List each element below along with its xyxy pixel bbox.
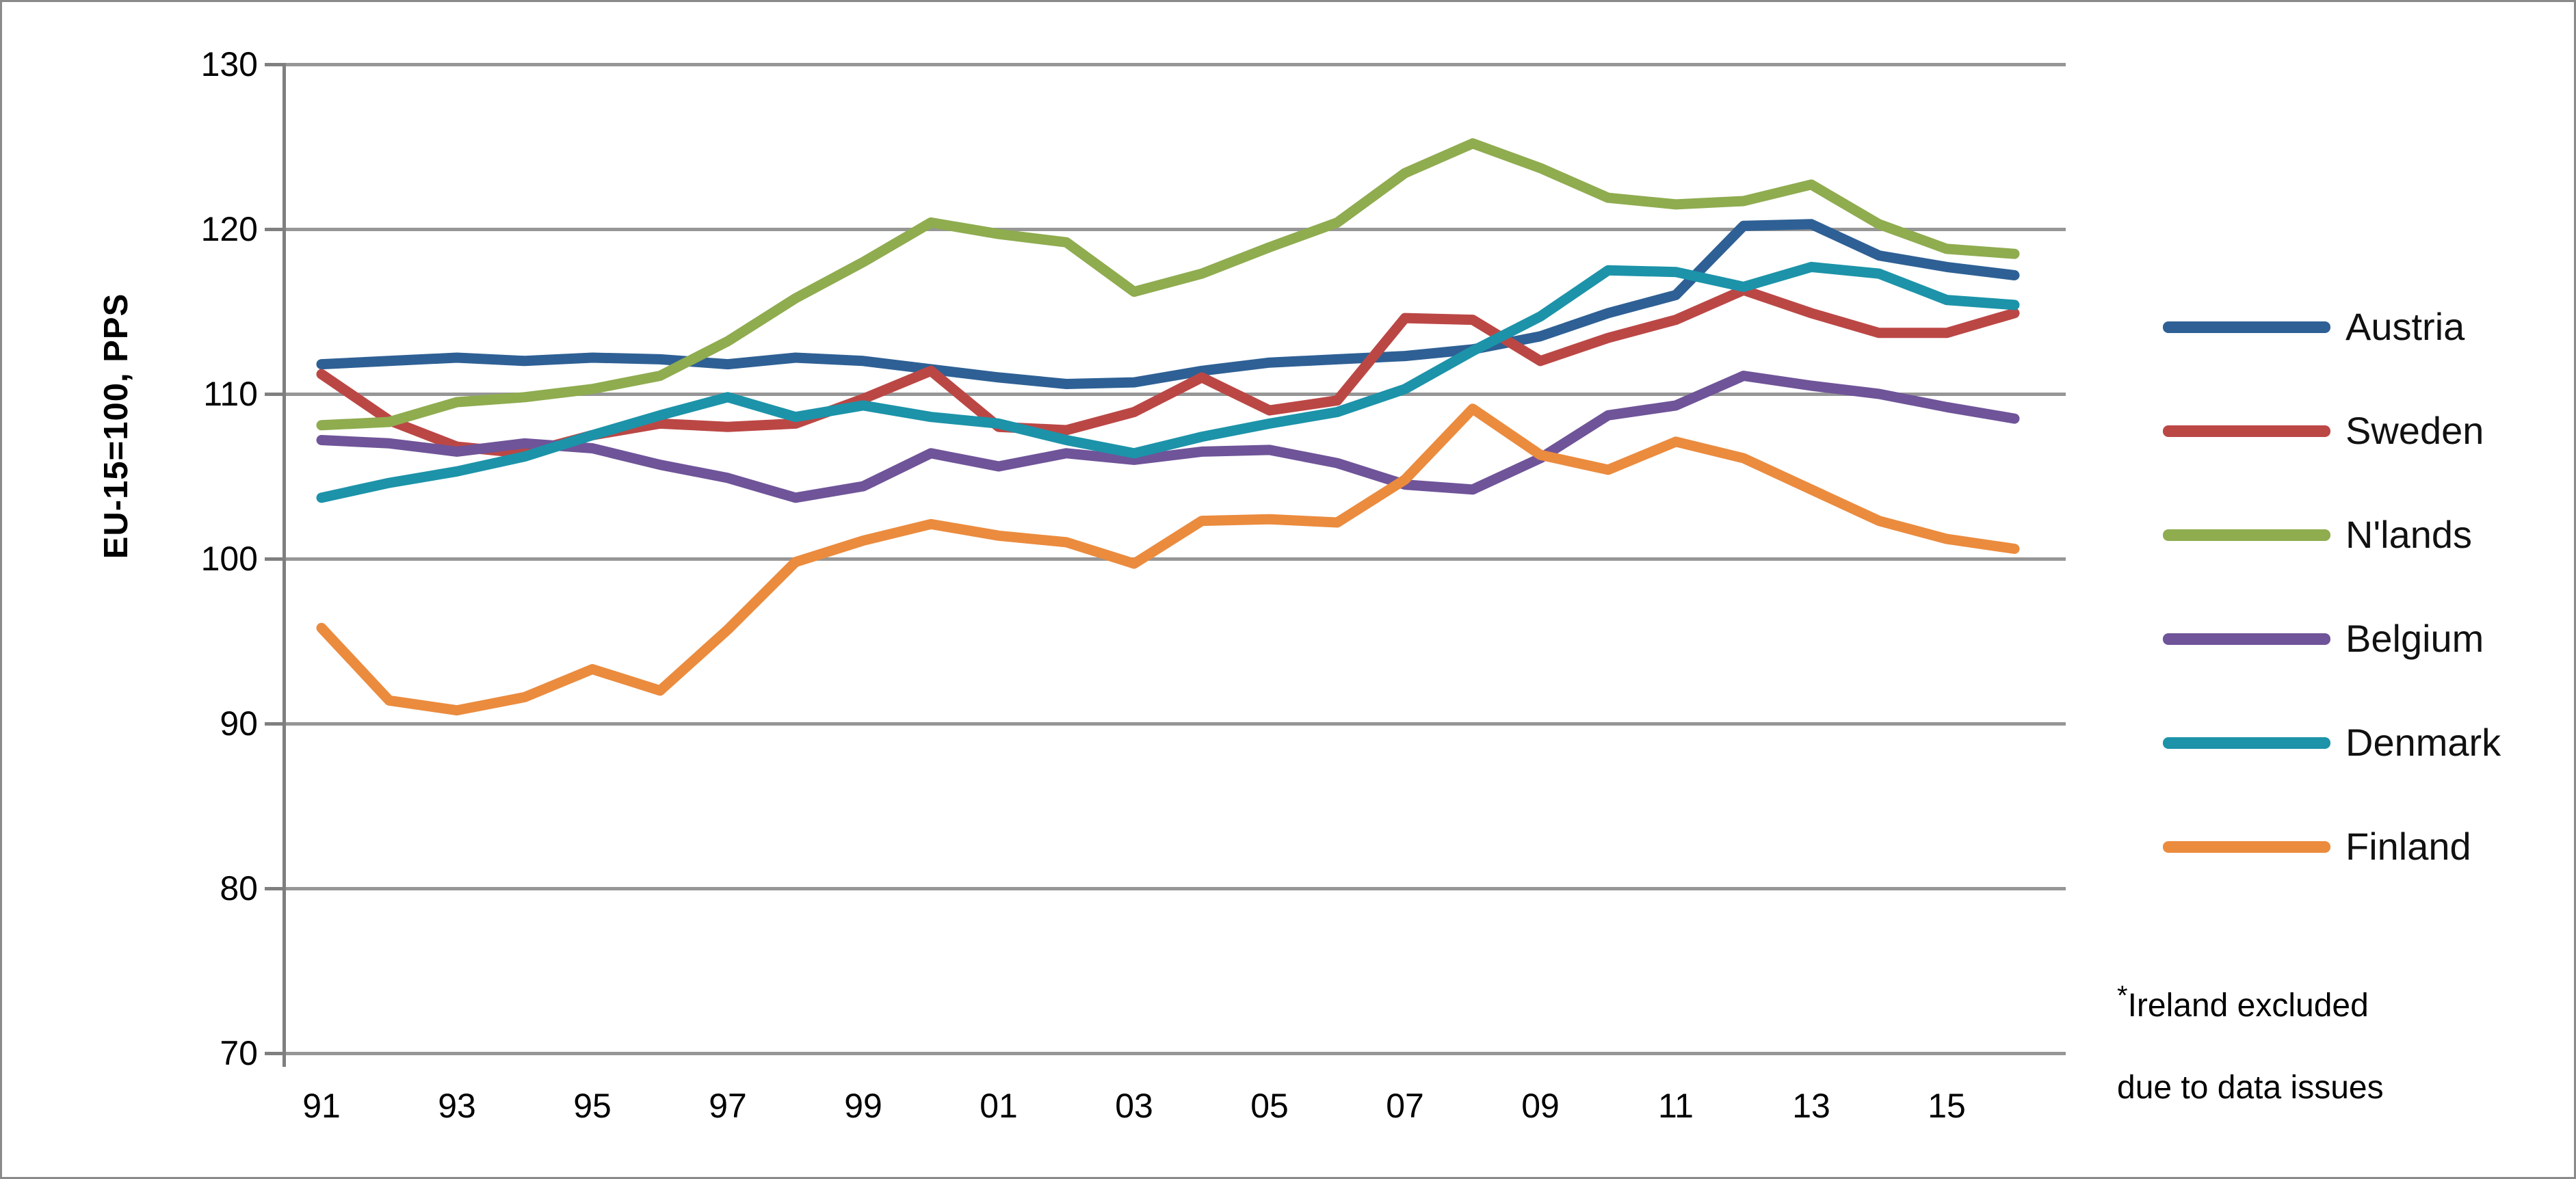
- y-tick-label-100: 100: [200, 540, 258, 578]
- x-tick-label-03: 03: [1115, 1087, 1153, 1125]
- legend-label: Belgium: [2345, 617, 2484, 660]
- legend-label: Denmark: [2345, 721, 2501, 764]
- y-tick-mark-100: [265, 557, 284, 561]
- line-finland: [316, 403, 2020, 716]
- x-tick-label-11: 11: [1658, 1087, 1694, 1125]
- x-tick-label-93: 93: [438, 1087, 476, 1125]
- line-nlands: [316, 138, 2020, 431]
- legend-swatch-denmark: [2163, 737, 2330, 749]
- legend-swatch-finland: [2163, 840, 2330, 853]
- legend: Austria Sweden N'lands Belgium Denmark Finlan…: [2163, 306, 2501, 867]
- x-tick-label-09: 09: [1521, 1087, 1560, 1125]
- legend-item-belgium: Belgium: [2163, 618, 2501, 659]
- gridline-70: [284, 1052, 2066, 1055]
- gridline-130: [284, 63, 2066, 66]
- x-tick-label-15: 15: [1928, 1087, 1966, 1125]
- x-tick-label-01: 01: [980, 1087, 1018, 1125]
- footnote-asterisk: *: [2117, 981, 2128, 1011]
- line-austria: [316, 219, 2020, 389]
- legend-swatch-belgium: [2163, 633, 2330, 645]
- legend-label: N'lands: [2345, 513, 2473, 556]
- footnote-line-1: *Ireland excluded: [2117, 979, 2568, 1022]
- footnote: *Ireland excluded due to data issues: [2117, 979, 2568, 1104]
- y-axis-line: [282, 63, 286, 1067]
- x-tick-label-99: 99: [844, 1087, 882, 1125]
- legend-label: Austria: [2345, 305, 2465, 348]
- legend-item-denmark: Denmark: [2163, 722, 2501, 763]
- footnote-line-1-text: Ireland excluded: [2127, 988, 2369, 1024]
- legend-item-nlands: N'lands: [2163, 514, 2501, 555]
- legend-swatch-sweden: [2163, 425, 2330, 437]
- gridline-100: [284, 557, 2066, 561]
- legend-item-sweden: Sweden: [2163, 410, 2501, 451]
- y-tick-mark-70: [265, 1052, 284, 1055]
- gridline-80: [284, 887, 2066, 890]
- y-tick-mark-130: [265, 63, 284, 66]
- y-tick-label-80: 80: [220, 869, 258, 908]
- line-belgium: [316, 371, 2020, 503]
- footnote-line-2: due to data issues: [2117, 1070, 2384, 1106]
- line-denmark: [316, 261, 2020, 503]
- x-tick-label-05: 05: [1250, 1087, 1289, 1125]
- legend-swatch-austria: [2163, 321, 2330, 333]
- y-tick-label-110: 110: [203, 375, 258, 413]
- y-tick-label-70: 70: [220, 1034, 258, 1072]
- gridline-120: [284, 228, 2066, 231]
- y-tick-label-120: 120: [200, 210, 258, 248]
- y-tick-mark-120: [265, 228, 284, 231]
- x-tick-label-95: 95: [573, 1087, 612, 1125]
- y-tick-mark-90: [265, 722, 284, 726]
- legend-label: Sweden: [2345, 409, 2484, 452]
- x-tick-label-91: 91: [302, 1087, 341, 1125]
- y-tick-mark-110: [265, 393, 284, 396]
- legend-item-finland: Finland: [2163, 826, 2501, 867]
- y-tick-label-90: 90: [220, 704, 258, 743]
- legend-item-austria: Austria: [2163, 306, 2501, 347]
- y-tick-mark-80: [265, 887, 284, 890]
- x-tick-label-97: 97: [709, 1087, 747, 1125]
- y-tick-label-130: 130: [200, 45, 258, 83]
- legend-swatch-nlands: [2163, 529, 2330, 541]
- x-tick-label-07: 07: [1386, 1087, 1424, 1125]
- x-tick-label-13: 13: [1792, 1087, 1830, 1125]
- legend-label: Finland: [2345, 825, 2471, 868]
- gridline-90: [284, 722, 2066, 726]
